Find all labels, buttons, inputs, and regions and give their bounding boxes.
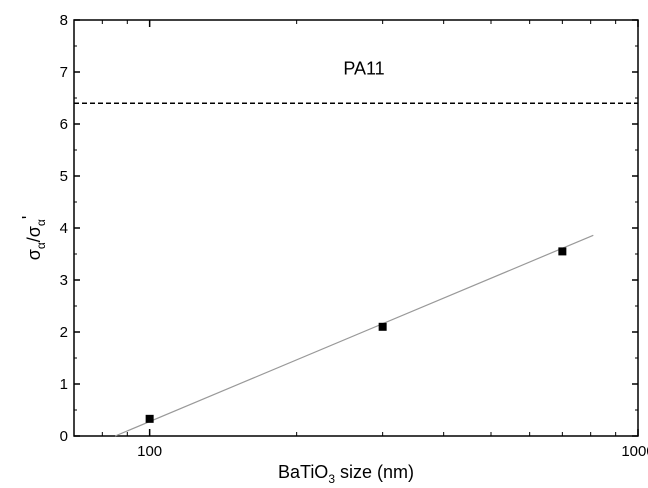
y-tick-label: 7 [60,64,68,81]
y-tick-label: 4 [60,220,68,237]
y-tick-label: 3 [60,272,68,289]
fit-line-layer [114,234,594,437]
data-points-layer [145,247,567,423]
y-axis-title: σα/σα' [19,216,48,261]
x-axis-title-rest: size (nm) [335,462,414,482]
data-point [145,414,154,423]
y-tick-label: 2 [60,324,68,341]
x-axis-title: BaTiO3 size (nm) [278,462,414,486]
y-tick-label: 5 [60,168,68,185]
y-axis-prime: ' [19,216,39,219]
y-axis-sigma-2: σ [24,226,44,237]
data-point [558,247,567,256]
x-tick-label: 1000 [621,443,648,460]
reference-line-label: PA11 [343,59,384,79]
y-axis-sigma-1: σ [24,249,44,260]
y-tick-label: 0 [60,428,68,445]
x-axis-title-base: BaTiO [278,462,328,482]
y-tick-label: 6 [60,116,68,133]
plot-border [73,19,639,437]
fit-line [114,234,594,437]
data-point [378,322,387,331]
y-axis-subscript-1: α [34,242,48,249]
y-axis-separator: / [24,237,44,242]
y-axis-subscript-2: α [34,219,48,226]
plot-frame [73,19,639,437]
x-axis-title-subscript: 3 [328,472,335,486]
y-tick-label: 1 [60,376,68,393]
ticks-layer: 0 1 2 3 4 5 6 7 8 100 1000 [60,12,648,460]
x-tick-label: 100 [137,443,162,460]
y-tick-label: 8 [60,12,68,29]
